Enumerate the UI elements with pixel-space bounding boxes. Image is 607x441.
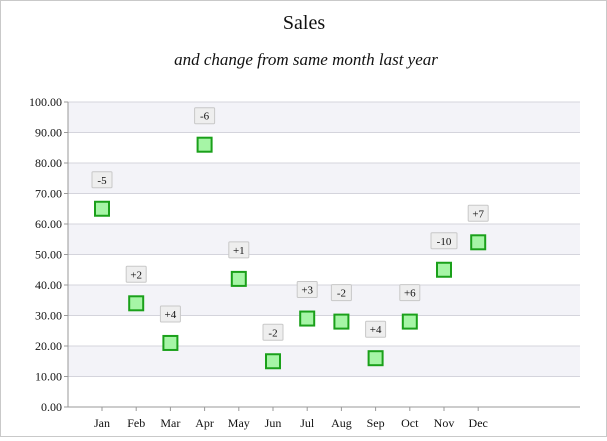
y-tick-label: 40.00 — [35, 278, 62, 292]
data-point — [128, 295, 145, 312]
data-label-box — [91, 171, 113, 189]
data-point — [436, 261, 452, 278]
plot-band — [68, 163, 580, 194]
data-label-box — [330, 284, 352, 302]
data-label-box — [194, 107, 216, 125]
data-label: +4 — [165, 309, 177, 321]
data-point — [333, 313, 350, 330]
data-point — [265, 353, 281, 370]
y-tick-label: 100.00 — [29, 95, 62, 109]
x-tick-label: Jul — [300, 416, 315, 430]
data-label: -5 — [97, 175, 107, 187]
data-point — [299, 310, 316, 327]
data-labels: -5 +2 +4 -6 +1 -2 +3 -2 +4 +6 -10 +7 — [91, 107, 489, 341]
data-label: +4 — [370, 324, 382, 336]
x-tick-label: Aug — [331, 416, 352, 430]
y-tick-label: 20.00 — [35, 339, 62, 353]
data-label-box — [296, 281, 318, 299]
x-tick-label: Feb — [127, 416, 145, 430]
y-tick-label: 90.00 — [35, 126, 62, 140]
x-tick-label: May — [228, 416, 250, 430]
data-point — [401, 313, 418, 330]
data-point — [196, 136, 213, 153]
data-point — [162, 334, 179, 351]
data-point — [470, 234, 487, 251]
y-tick-label: 0.00 — [41, 400, 62, 414]
plot-band — [68, 224, 580, 255]
y-tick-label: 30.00 — [35, 309, 62, 323]
chart-subtitle: and change from same month last year — [174, 50, 438, 69]
data-label-box — [430, 232, 458, 250]
axes — [64, 101, 580, 411]
data-point — [94, 200, 110, 217]
data-label-box — [159, 305, 181, 323]
plot-bands — [68, 102, 580, 377]
data-point — [367, 350, 384, 367]
x-tick-label: Oct — [401, 416, 419, 430]
data-label: -2 — [337, 288, 346, 300]
plot-band — [68, 346, 580, 377]
x-tick-labels: Jan Feb Mar Apr May Jun Jul Aug Sep Oct Nov Dec — [94, 416, 488, 430]
data-label-box — [228, 241, 250, 259]
y-tick-label: 50.00 — [35, 248, 62, 262]
y-tick-labels: 0.00 10.00 20.00 30.00 40.00 50.00 60.00 70.00 8… — [29, 95, 62, 414]
data-label-box — [467, 204, 489, 222]
x-tick-label: Mar — [160, 416, 180, 430]
data-label: +1 — [233, 245, 245, 257]
data-label: +7 — [472, 208, 484, 220]
plot-band — [68, 102, 580, 133]
x-tick-label: Dec — [469, 416, 488, 430]
x-tick-label: Sep — [367, 416, 385, 430]
data-label-box — [262, 323, 284, 341]
data-label: -10 — [437, 236, 452, 248]
plot-band — [68, 285, 580, 316]
data-label-box — [125, 265, 147, 283]
data-points — [94, 136, 487, 370]
data-label: +2 — [130, 269, 142, 281]
x-tick-label: Apr — [195, 416, 214, 430]
data-label: -6 — [200, 111, 210, 123]
data-label: +3 — [301, 285, 313, 297]
x-tick-label: Jun — [265, 416, 282, 430]
y-tick-label: 70.00 — [35, 187, 62, 201]
chart-title: Sales — [283, 12, 325, 34]
data-label-box — [365, 320, 387, 338]
y-tick-label: 80.00 — [35, 156, 62, 170]
data-label: -2 — [268, 327, 277, 339]
gridlines — [68, 101, 580, 408]
data-label: +6 — [404, 288, 416, 300]
x-tick-label: Jan — [94, 416, 110, 430]
y-tick-label: 10.00 — [35, 370, 62, 384]
x-tick-label: Nov — [434, 416, 455, 430]
data-label-box — [399, 284, 421, 302]
y-tick-label: 60.00 — [35, 217, 62, 231]
data-point — [230, 270, 247, 287]
